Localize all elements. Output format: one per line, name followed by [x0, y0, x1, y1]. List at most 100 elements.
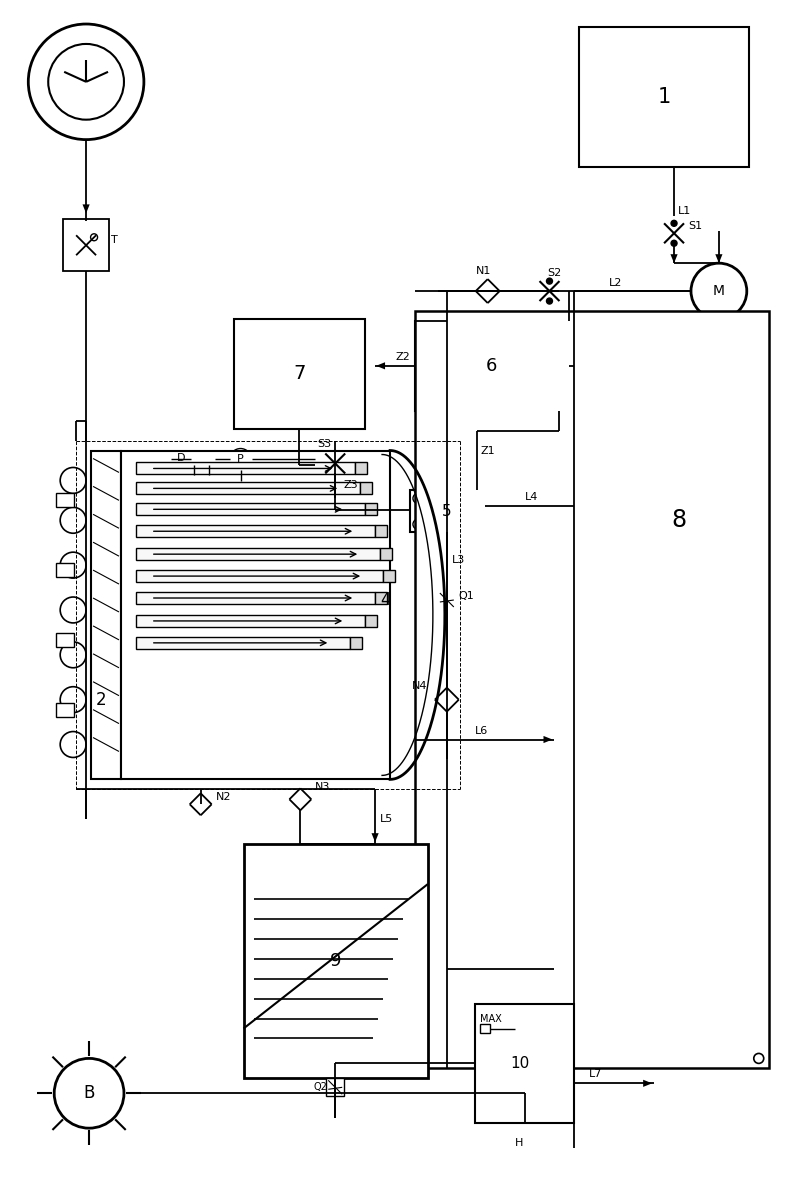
Circle shape — [90, 233, 98, 241]
Bar — [375, 592, 387, 604]
Bar — [480, 1024, 490, 1033]
Bar — [91, 451, 121, 780]
Bar — [474, 1003, 574, 1124]
Text: L4: L4 — [525, 492, 538, 503]
Bar — [365, 503, 377, 515]
Polygon shape — [670, 254, 678, 263]
Circle shape — [28, 24, 144, 140]
Circle shape — [48, 45, 124, 119]
Circle shape — [671, 241, 677, 247]
Text: N4: N4 — [412, 681, 427, 691]
Polygon shape — [715, 254, 722, 263]
Text: P: P — [237, 455, 244, 464]
Polygon shape — [376, 362, 385, 369]
Text: H: H — [514, 1138, 523, 1148]
Text: L2: L2 — [610, 278, 622, 288]
Bar — [136, 592, 375, 604]
Bar — [136, 636, 350, 648]
Circle shape — [54, 1059, 124, 1128]
Text: L3: L3 — [452, 555, 465, 565]
Bar — [380, 549, 392, 561]
Bar — [350, 636, 362, 648]
Text: 1: 1 — [658, 87, 670, 107]
Text: 9: 9 — [330, 952, 341, 970]
Text: D: D — [177, 454, 186, 463]
Bar — [136, 615, 365, 627]
Bar — [136, 503, 365, 515]
Text: B: B — [83, 1084, 94, 1102]
Circle shape — [60, 468, 86, 493]
Text: L7: L7 — [590, 1069, 602, 1079]
Bar — [56, 493, 74, 508]
Bar — [202, 454, 214, 466]
Circle shape — [546, 298, 553, 304]
Circle shape — [754, 1054, 764, 1063]
Text: M: M — [713, 284, 725, 298]
Bar — [383, 570, 395, 582]
Circle shape — [691, 263, 746, 319]
Circle shape — [472, 520, 482, 529]
Bar — [438, 591, 456, 609]
Text: Z3: Z3 — [343, 480, 358, 491]
Bar — [355, 462, 367, 474]
Bar — [415, 321, 570, 410]
Text: S3: S3 — [318, 439, 331, 449]
Polygon shape — [82, 205, 90, 213]
Text: Z1: Z1 — [481, 445, 495, 456]
Bar — [136, 526, 375, 538]
Polygon shape — [371, 834, 378, 842]
Text: Q2: Q2 — [314, 1083, 327, 1092]
Bar — [136, 462, 355, 474]
Bar — [56, 633, 74, 647]
Bar — [121, 451, 390, 780]
Text: T: T — [111, 236, 118, 245]
Text: 8: 8 — [671, 509, 686, 532]
Bar — [365, 615, 377, 627]
Bar — [63, 219, 109, 271]
Circle shape — [60, 687, 86, 712]
Text: S1: S1 — [688, 221, 702, 231]
Circle shape — [546, 278, 553, 284]
Bar — [136, 549, 380, 561]
Circle shape — [60, 642, 86, 668]
Text: 6: 6 — [486, 357, 498, 375]
Bar — [579, 26, 749, 166]
Bar — [56, 703, 74, 717]
Text: L6: L6 — [474, 725, 488, 735]
Polygon shape — [543, 736, 553, 743]
Text: S2: S2 — [547, 268, 562, 278]
Polygon shape — [562, 503, 571, 510]
Circle shape — [671, 220, 677, 226]
Polygon shape — [473, 492, 480, 502]
Text: L5: L5 — [380, 814, 394, 824]
Circle shape — [60, 552, 86, 579]
Text: Q1: Q1 — [458, 591, 474, 602]
Text: 4: 4 — [380, 591, 390, 609]
Text: 2: 2 — [96, 691, 106, 709]
Circle shape — [60, 731, 86, 758]
Text: 5: 5 — [442, 504, 452, 518]
Circle shape — [413, 520, 423, 529]
Bar — [410, 491, 485, 532]
Polygon shape — [332, 488, 339, 497]
Text: L1: L1 — [678, 207, 691, 217]
Circle shape — [413, 493, 423, 503]
Text: 7: 7 — [293, 365, 306, 384]
Circle shape — [60, 597, 86, 623]
Text: MAX: MAX — [480, 1014, 502, 1024]
Circle shape — [472, 493, 482, 503]
Bar — [190, 454, 202, 466]
Circle shape — [60, 508, 86, 533]
Bar — [234, 319, 365, 428]
Bar — [136, 570, 383, 582]
Bar — [326, 1078, 344, 1096]
Text: N3: N3 — [315, 782, 330, 793]
Bar — [415, 312, 769, 1068]
Polygon shape — [643, 1080, 652, 1086]
Text: Z2: Z2 — [395, 351, 410, 362]
Bar — [375, 526, 387, 538]
Circle shape — [230, 449, 251, 470]
Text: N1: N1 — [476, 266, 491, 277]
Bar — [56, 563, 74, 577]
Bar — [243, 845, 428, 1078]
